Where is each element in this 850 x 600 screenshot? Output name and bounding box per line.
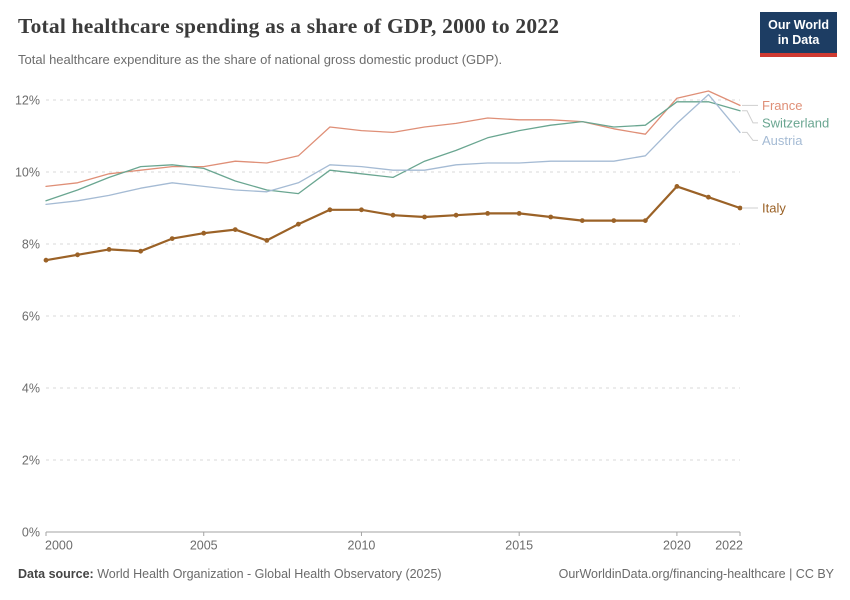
data-point-italy-2015 bbox=[516, 211, 522, 216]
data-point-italy-2007 bbox=[264, 238, 270, 243]
data-source-text: World Health Organization - Global Healt… bbox=[93, 567, 442, 581]
data-source: Data source: World Health Organization -… bbox=[18, 567, 442, 581]
data-point-italy-2011 bbox=[390, 212, 396, 218]
y-tick-label-10: 10% bbox=[15, 165, 40, 179]
data-point-italy-2014 bbox=[485, 211, 491, 216]
data-point-italy-2018 bbox=[611, 218, 617, 224]
data-point-italy-2016 bbox=[548, 214, 554, 220]
data-point-italy-2005 bbox=[201, 230, 207, 236]
data-point-italy-2012 bbox=[422, 214, 427, 220]
chart-subtitle: Total healthcare expenditure as the shar… bbox=[18, 52, 503, 67]
data-point-italy-2001 bbox=[75, 252, 80, 258]
y-tick-label-8: 8% bbox=[22, 237, 40, 251]
series-line-france[interactable] bbox=[45, 90, 741, 188]
owid-logo-line2: in Data bbox=[777, 32, 820, 47]
data-point-italy-2009 bbox=[327, 207, 333, 213]
data-point-italy-2006 bbox=[232, 227, 238, 233]
legend-connector-austria bbox=[742, 131, 758, 141]
chart-footer: Data source: World Health Organization -… bbox=[18, 567, 834, 581]
data-point-italy-2022 bbox=[737, 205, 743, 211]
owid-logo-line1: Our World bbox=[768, 18, 829, 32]
x-tick-label-2015: 2015 bbox=[505, 539, 533, 553]
y-tick-label-2: 2% bbox=[22, 453, 40, 467]
series-line-austria[interactable] bbox=[45, 93, 741, 206]
chart-title: Total healthcare spending as a share of … bbox=[18, 14, 560, 38]
data-point-italy-2008 bbox=[295, 221, 301, 227]
data-source-label: Data source: bbox=[18, 567, 94, 581]
y-tick-label-12: 12% bbox=[15, 93, 40, 107]
x-tick-label-2022: 2022 bbox=[715, 539, 743, 553]
data-point-italy-2003 bbox=[138, 248, 144, 254]
citation-text: OurWorldinData.org/financing-healthcare … bbox=[558, 567, 834, 581]
series-line-italy[interactable] bbox=[44, 185, 742, 262]
y-tick-label-4: 4% bbox=[22, 381, 40, 395]
series-line-switzerland[interactable] bbox=[45, 101, 741, 202]
data-point-italy-2019 bbox=[642, 218, 648, 224]
data-point-italy-2021 bbox=[706, 194, 711, 200]
data-point-italy-2002 bbox=[106, 247, 112, 252]
data-point-italy-2020 bbox=[674, 184, 680, 189]
data-point-italy-2000 bbox=[43, 257, 49, 263]
legend-connector-switzerland bbox=[742, 110, 758, 124]
legend-label-austria[interactable]: Austria bbox=[762, 133, 803, 148]
y-tick-label-6: 6% bbox=[22, 309, 40, 323]
legend-label-switzerland[interactable]: Switzerland bbox=[762, 115, 829, 130]
data-point-italy-2004 bbox=[169, 236, 175, 242]
owid-logo[interactable]: Our World in Data bbox=[760, 12, 837, 57]
x-tick-label-2005: 2005 bbox=[190, 539, 218, 553]
data-point-italy-2017 bbox=[579, 218, 585, 224]
x-tick-label-2010: 2010 bbox=[348, 539, 376, 553]
legend-label-france[interactable]: France bbox=[762, 98, 802, 113]
legend-label-italy[interactable]: Italy bbox=[762, 201, 786, 216]
data-point-italy-2010 bbox=[359, 207, 364, 213]
x-tick-label-2000: 2000 bbox=[45, 539, 73, 553]
data-point-italy-2013 bbox=[453, 212, 459, 218]
y-tick-label-0: 0% bbox=[22, 525, 40, 539]
x-tick-label-2020: 2020 bbox=[663, 539, 691, 553]
